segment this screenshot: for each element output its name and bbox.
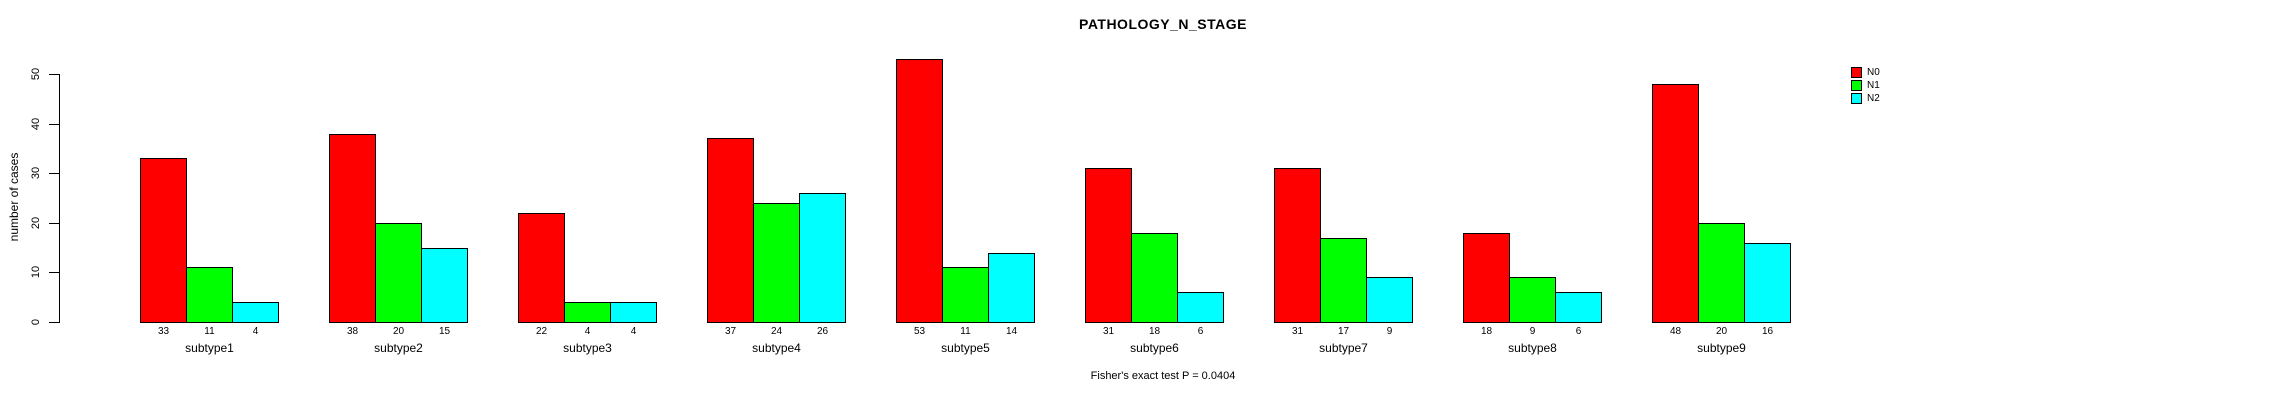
category-label-subtype7: subtype7: [1319, 341, 1368, 355]
category-label-subtype9: subtype9: [1697, 341, 1746, 355]
bar-value-label: 6: [1197, 326, 1204, 337]
y-tick: [49, 123, 59, 125]
bar-N2-subtype2: [421, 248, 468, 323]
y-tick: [49, 272, 59, 274]
y-tick: [49, 173, 59, 175]
legend-item-N2: N2: [1851, 92, 1880, 105]
y-tick-label: 20: [30, 216, 42, 229]
bar-value-label: 53: [913, 326, 926, 337]
y-tick-label: 30: [30, 167, 42, 180]
bar-N2-subtype1: [232, 302, 279, 323]
bar-value-label: 31: [1291, 326, 1304, 337]
y-tick-label: 0: [30, 318, 42, 326]
bar-N0-subtype3: [518, 213, 565, 323]
legend-label: N2: [1867, 93, 1880, 104]
legend-item-N1: N1: [1851, 79, 1880, 92]
bar-N1-subtype7: [1320, 238, 1367, 323]
bar-N1-subtype2: [375, 223, 422, 323]
bar-value-label: 4: [630, 326, 637, 337]
bar-value-label: 9: [1529, 326, 1536, 337]
bar-N1-subtype3: [564, 302, 611, 323]
category-label-subtype8: subtype8: [1508, 341, 1557, 355]
bar-value-label: 15: [438, 326, 451, 337]
bar-value-label: 20: [1715, 326, 1728, 337]
bar-N2-subtype3: [610, 302, 657, 323]
bar-N2-subtype6: [1177, 292, 1224, 323]
y-axis-label: number of cases: [7, 152, 21, 242]
bar-N0-subtype7: [1274, 168, 1321, 323]
legend-swatch-N1: [1851, 80, 1862, 91]
bar-N1-subtype9: [1698, 223, 1745, 323]
bar-value-label: 6: [1575, 326, 1582, 337]
y-tick: [49, 222, 59, 224]
category-label-subtype5: subtype5: [941, 341, 990, 355]
category-label-subtype1: subtype1: [185, 341, 234, 355]
bar-value-label: 33: [157, 326, 170, 337]
bar-value-label: 9: [1386, 326, 1393, 337]
bar-N0-subtype6: [1085, 168, 1132, 323]
bar-N1-subtype5: [942, 267, 989, 323]
category-label-subtype4: subtype4: [752, 341, 801, 355]
bar-value-label: 17: [1337, 326, 1350, 337]
bar-N0-subtype1: [140, 158, 187, 323]
bar-N2-subtype8: [1555, 292, 1602, 323]
bar-N2-subtype9: [1744, 243, 1791, 323]
bar-N1-subtype1: [186, 267, 233, 323]
bar-N0-subtype9: [1652, 84, 1699, 323]
legend-label: N1: [1867, 80, 1880, 91]
category-label-subtype2: subtype2: [374, 341, 423, 355]
legend: N0 N1 N2: [1851, 66, 1880, 105]
bar-value-label: 18: [1480, 326, 1493, 337]
bar-value-label: 20: [392, 326, 405, 337]
bar-N2-subtype7: [1366, 277, 1413, 323]
bar-N0-subtype8: [1463, 233, 1510, 323]
bar-N2-subtype5: [988, 253, 1035, 323]
legend-swatch-N0: [1851, 67, 1862, 78]
bar-value-label: 38: [346, 326, 359, 337]
y-axis-line: [59, 74, 60, 323]
y-tick-label: 50: [30, 67, 42, 81]
bar-N0-subtype5: [896, 59, 943, 323]
bar-value-label: 48: [1669, 326, 1682, 337]
y-tick: [49, 74, 59, 75]
bar-N0-subtype2: [329, 134, 376, 323]
bar-value-label: 24: [770, 326, 783, 337]
y-tick: [49, 322, 59, 323]
bar-value-label: 22: [535, 326, 548, 337]
bar-value-label: 14: [1005, 326, 1018, 337]
bar-value-label: 31: [1102, 326, 1115, 337]
legend-swatch-N2: [1851, 93, 1862, 104]
bar-value-label: 18: [1148, 326, 1161, 337]
legend-item-N0: N0: [1851, 66, 1880, 79]
category-label-subtype6: subtype6: [1130, 341, 1179, 355]
bar-value-label: 4: [584, 326, 591, 337]
bar-value-label: 37: [724, 326, 737, 337]
bar-N1-subtype6: [1131, 233, 1178, 323]
bar-value-label: 11: [204, 326, 215, 337]
bar-value-label: 4: [252, 326, 259, 337]
chart-title: PATHOLOGY_N_STAGE: [1079, 16, 1247, 32]
legend-label: N0: [1867, 67, 1880, 78]
bar-N1-subtype8: [1509, 277, 1556, 323]
bar-value-label: 11: [960, 326, 971, 337]
bar-N2-subtype4: [799, 193, 846, 323]
bar-value-label: 26: [816, 326, 829, 337]
y-tick-label: 40: [30, 117, 42, 130]
category-label-subtype3: subtype3: [563, 341, 612, 355]
annotation-text: Fisher's exact test P = 0.0404: [1090, 370, 1236, 382]
y-tick-label: 10: [30, 266, 42, 279]
bar-N0-subtype4: [707, 138, 754, 323]
bar-value-label: 16: [1761, 326, 1774, 337]
bar-N1-subtype4: [753, 203, 800, 323]
